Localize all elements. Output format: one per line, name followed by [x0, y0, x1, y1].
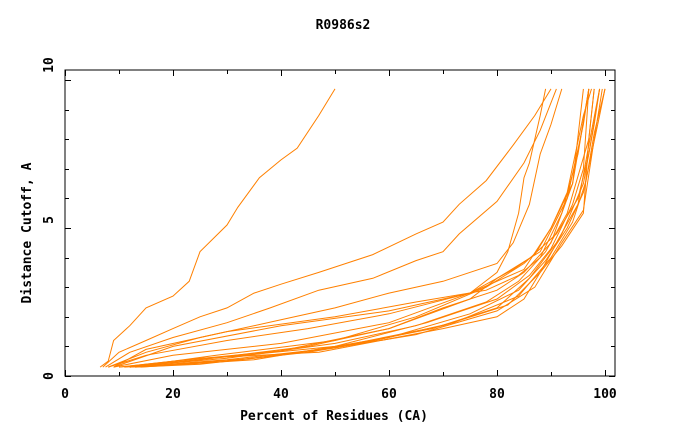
series-line-19: [140, 88, 606, 368]
x-tick-label: 0: [61, 387, 69, 402]
series-line-10: [124, 88, 595, 368]
series-line-16: [113, 88, 592, 368]
x-tick-label: 40: [273, 387, 289, 402]
series-line-13: [129, 88, 601, 368]
series-line-9: [129, 88, 584, 368]
series-line-18: [124, 88, 590, 368]
chart-title: R0986s2: [316, 18, 371, 33]
series-lines: [99, 88, 606, 368]
series-line-7: [113, 88, 590, 368]
series-line-3: [105, 88, 557, 368]
series-line-1: [99, 88, 336, 368]
y-tick-label: 5: [42, 216, 57, 224]
series-line-17: [129, 88, 601, 368]
series-line-12: [135, 88, 603, 368]
x-tick-label: 20: [165, 387, 181, 402]
y-axis-label: Distance Cutoff, A: [20, 162, 35, 303]
x-tick-label: 100: [593, 387, 617, 402]
series-line-2: [102, 88, 552, 368]
series-line-5: [108, 88, 547, 368]
x-tick-label: 80: [489, 387, 505, 402]
series-line-11: [129, 88, 601, 368]
axis-ticks: [65, 70, 615, 377]
y-tick-label: 0: [42, 372, 57, 380]
y-tick-label: 10: [42, 57, 57, 73]
plot-frame: [64, 69, 616, 377]
x-tick-label: 60: [381, 387, 397, 402]
series-line-15: [118, 88, 595, 368]
series-line-6: [113, 88, 590, 368]
series-line-4: [108, 88, 563, 368]
series-line-8: [118, 88, 590, 368]
series-line-14: [135, 88, 606, 368]
x-axis-label: Percent of Residues (CA): [240, 409, 428, 424]
